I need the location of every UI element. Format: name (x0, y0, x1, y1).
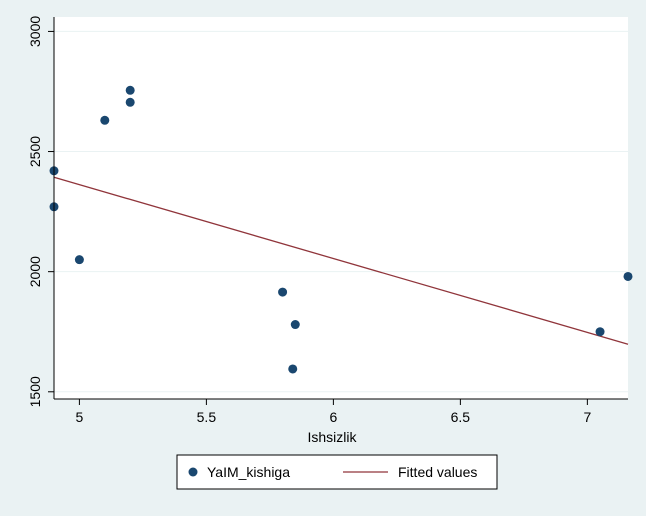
legend-label-yaim-kishiga: YaIM_kishiga (207, 464, 290, 480)
plot-area (54, 17, 628, 399)
legend-marker-yaim-kishiga (188, 467, 198, 477)
x-axis-label: Ishsizlik (307, 429, 357, 445)
fitted-line-layer (53, 176, 629, 345)
ticks: 1500 2000 2500 3000 5 5.5 6 6.5 7 (27, 16, 591, 425)
legend: YaIM_kishiga Fitted values (176, 454, 498, 490)
data-point (290, 320, 300, 330)
y-tick-label: 3000 (27, 16, 43, 47)
legend-box (176, 454, 498, 490)
y-tick-label: 2500 (27, 136, 43, 167)
data-point (595, 327, 605, 337)
data-point (100, 115, 110, 125)
fitted-values-line (53, 176, 629, 345)
x-tick-label: 6.5 (451, 409, 471, 425)
y-tick-label: 2000 (27, 256, 43, 287)
x-tick-label: 7 (583, 409, 591, 425)
y-tick-label: 1500 (27, 376, 43, 407)
data-point (288, 364, 298, 374)
x-tick-label: 5 (75, 409, 83, 425)
x-tick-label: 5.5 (197, 409, 217, 425)
axes (53, 17, 628, 400)
data-point (74, 255, 84, 265)
legend-label-fitted-values: Fitted values (398, 464, 477, 480)
x-tick-label: 6 (329, 409, 337, 425)
data-point (125, 97, 135, 107)
data-point (125, 85, 135, 95)
data-point (278, 287, 288, 297)
data-point (623, 271, 633, 281)
gridlines (54, 30, 628, 393)
